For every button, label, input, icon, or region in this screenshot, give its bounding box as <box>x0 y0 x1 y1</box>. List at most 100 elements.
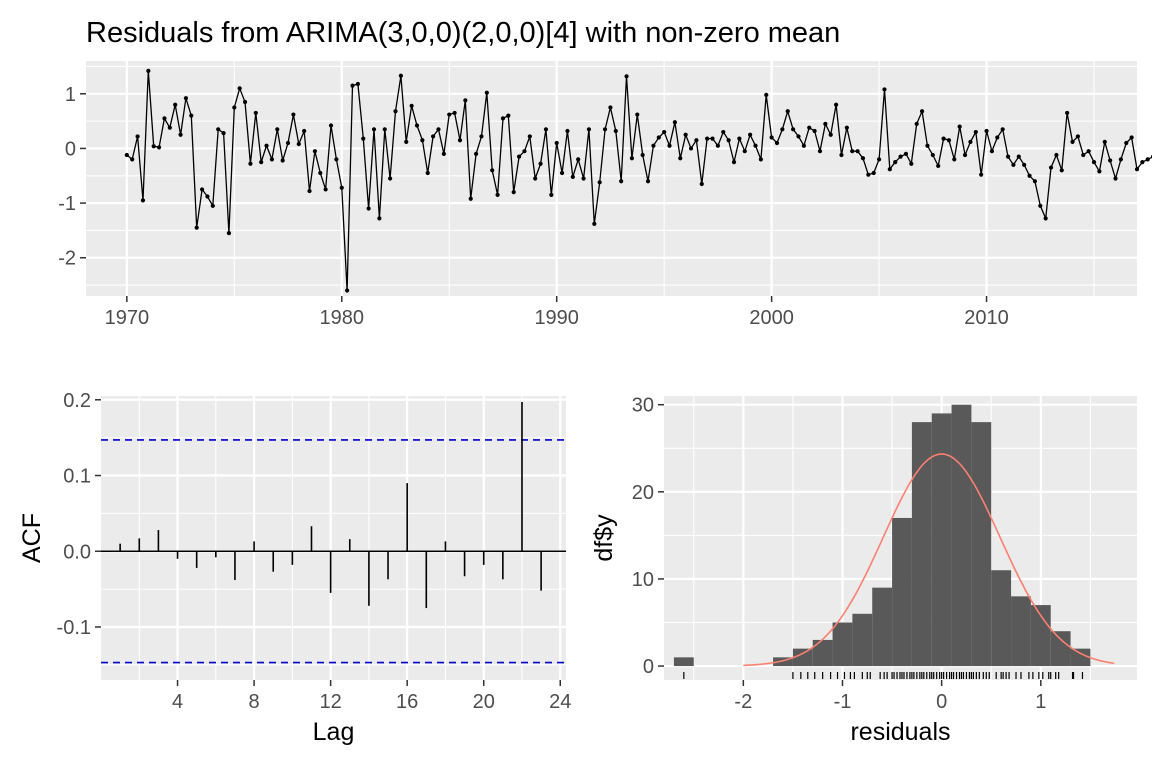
histogram-bar <box>971 422 992 667</box>
x-axis-title: Lag <box>313 718 355 746</box>
residual-point <box>1091 160 1097 165</box>
residual-point <box>307 188 312 194</box>
residual-point <box>511 190 516 195</box>
residual-point <box>1059 168 1064 173</box>
x-tick-label: 1 <box>1035 691 1046 713</box>
residual-point <box>925 143 930 148</box>
residual-point <box>130 157 135 162</box>
residual-point <box>538 161 543 166</box>
y-tick-label: -1 <box>58 193 76 215</box>
residual-point <box>543 127 549 132</box>
residual-point <box>608 105 613 110</box>
histogram-bar <box>673 657 694 667</box>
residual-point <box>995 135 1000 140</box>
residual-point <box>1124 140 1129 146</box>
residual-point <box>855 149 860 154</box>
y-axis-title: df$y <box>590 514 618 562</box>
residual-point <box>479 134 484 139</box>
residual-point <box>425 170 430 176</box>
histogram-bar <box>991 570 1012 667</box>
residual-point <box>876 157 882 162</box>
residual-point <box>500 116 506 121</box>
residual-point <box>167 125 172 130</box>
residual-point <box>1086 149 1091 154</box>
residual-point <box>371 127 377 132</box>
residual-point <box>941 136 946 141</box>
histogram-bar <box>872 587 893 667</box>
residual-point <box>812 128 817 134</box>
residual-point <box>710 136 715 141</box>
residual-point <box>952 157 957 162</box>
residual-point <box>850 149 855 154</box>
y-tick-label: 0.0 <box>63 541 91 563</box>
x-tick-label: 1980 <box>320 307 365 329</box>
residual-point <box>361 136 366 141</box>
residual-point <box>791 127 796 132</box>
residual-point <box>672 120 678 125</box>
residual-point <box>328 123 334 128</box>
residual-point <box>973 129 978 135</box>
x-tick-label: -2 <box>734 691 752 713</box>
residual-point <box>533 176 538 181</box>
residual-point <box>678 156 683 161</box>
residual-point <box>1102 139 1107 144</box>
residual-point <box>640 152 645 158</box>
x-tick-label: 2010 <box>964 307 1009 329</box>
residual-point <box>613 128 618 134</box>
residual-point <box>457 138 463 143</box>
residual-point <box>919 109 925 114</box>
residual-point <box>554 140 559 146</box>
residual-point <box>705 136 710 141</box>
residual-point <box>226 231 232 236</box>
y-tick-label: -2 <box>58 248 76 270</box>
residual-point <box>1118 157 1123 162</box>
residual-point <box>731 160 737 165</box>
residual-point <box>1038 203 1043 208</box>
residual-point <box>683 132 688 137</box>
residual-point <box>490 168 495 173</box>
residual-point <box>194 225 199 230</box>
residual-point <box>780 127 785 132</box>
residual-point <box>248 161 253 166</box>
residual-point <box>345 288 350 293</box>
residual-point <box>758 157 763 162</box>
residual-point <box>570 174 575 179</box>
residual-point <box>1075 134 1080 139</box>
residual-point <box>753 143 758 148</box>
x-tick-label: 16 <box>396 691 418 713</box>
residual-point <box>635 112 640 117</box>
residual-point <box>1097 169 1102 174</box>
residual-point <box>463 98 468 103</box>
residual-point <box>140 198 146 203</box>
residual-point <box>232 105 237 110</box>
residual-point <box>377 216 382 221</box>
residual-point <box>1113 176 1118 181</box>
residual-point <box>156 145 162 150</box>
residual-point <box>516 154 522 159</box>
histogram-bar <box>1011 596 1031 667</box>
residual-point <box>404 139 409 144</box>
residual-point <box>1032 179 1038 184</box>
residual-point <box>817 149 823 154</box>
residual-point <box>189 113 194 118</box>
residual-point <box>452 110 457 116</box>
residual-point <box>431 134 436 139</box>
residual-point <box>484 90 489 95</box>
residual-point <box>275 127 280 132</box>
residual-point <box>619 179 624 184</box>
residual-point <box>1027 173 1032 178</box>
residual-point <box>699 181 704 187</box>
x-tick-label: 12 <box>320 691 342 713</box>
histogram-bar <box>911 422 932 667</box>
residual-point <box>823 121 828 126</box>
residual-point <box>473 151 479 157</box>
residual-point <box>151 144 156 149</box>
residual-point <box>1140 160 1145 165</box>
residual-point <box>726 138 731 143</box>
residual-point <box>882 87 887 92</box>
residual-point <box>688 146 694 151</box>
residual-point <box>559 170 565 176</box>
residual-point <box>764 92 769 97</box>
histogram-bar <box>812 639 833 667</box>
residual-point <box>1065 110 1070 116</box>
